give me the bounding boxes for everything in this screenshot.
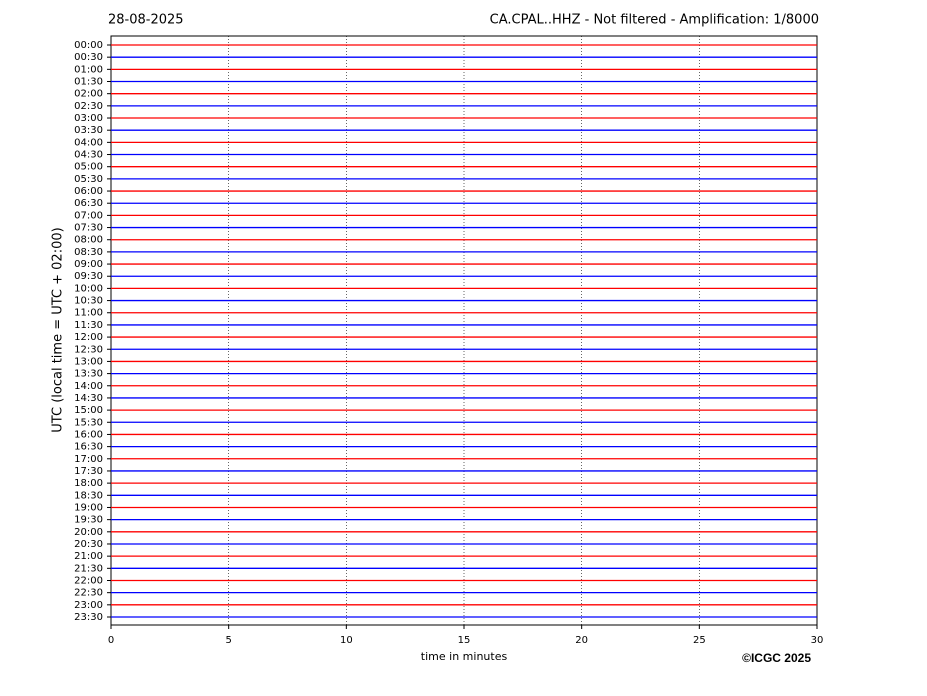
y-tick-label: 22:30: [74, 588, 103, 599]
y-tick-label: 14:00: [74, 381, 103, 392]
y-tick-label: 06:00: [74, 186, 103, 197]
y-tick-label: 13:30: [74, 369, 103, 380]
y-tick-label: 09:30: [74, 271, 103, 282]
y-tick-label: 16:00: [74, 429, 103, 440]
y-tick-label: 02:30: [74, 101, 103, 112]
y-tick-label: 08:00: [74, 235, 103, 246]
x-axis-label: time in minutes: [421, 650, 508, 663]
y-tick-label: 07:00: [74, 210, 103, 221]
y-tick-label: 21:30: [74, 563, 103, 574]
y-tick-label: 00:30: [74, 52, 103, 63]
x-tick-label: 20: [575, 635, 588, 646]
y-tick-label: 19:00: [74, 502, 103, 513]
y-tick-label: 00:00: [74, 40, 103, 51]
y-tick-label: 22:00: [74, 575, 103, 586]
y-tick-label: 04:30: [74, 150, 103, 161]
y-tick-label: 20:30: [74, 539, 103, 550]
x-tick-label: 0: [108, 635, 114, 646]
y-tick-label: 17:30: [74, 466, 103, 477]
x-tick-label: 5: [225, 635, 231, 646]
y-tick-label: 20:00: [74, 527, 103, 538]
y-tick-label: 03:30: [74, 125, 103, 136]
x-tick-label: 30: [811, 635, 824, 646]
y-tick-label: 13:00: [74, 356, 103, 367]
y-tick-label: 21:00: [74, 551, 103, 562]
x-tick-label: 25: [693, 635, 706, 646]
y-tick-label: 12:00: [74, 332, 103, 343]
y-tick-label: 04:00: [74, 137, 103, 148]
y-tick-label: 05:00: [74, 162, 103, 173]
y-tick-label: 01:30: [74, 77, 103, 88]
y-tick-label: 11:00: [74, 308, 103, 319]
date: 28-08-2025: [108, 13, 184, 28]
y-tick-label: 05:30: [74, 174, 103, 185]
y-tick-label: 01:00: [74, 64, 103, 75]
y-tick-label: 18:00: [74, 478, 103, 489]
y-tick-label: 08:30: [74, 247, 103, 258]
y-tick-label: 11:30: [74, 320, 103, 331]
y-tick-label: 03:00: [74, 113, 103, 124]
y-axis-label: UTC (local time = UTC + 02:00): [51, 227, 66, 432]
y-tick-label: 15:30: [74, 417, 103, 428]
credit: ©ICGC 2025: [742, 651, 811, 665]
y-tick-label: 23:00: [74, 600, 103, 611]
x-tick-label: 15: [458, 635, 471, 646]
y-tick-label: 23:30: [74, 612, 103, 623]
y-tick-label: 12:30: [74, 344, 103, 355]
x-tick-label: 10: [340, 635, 353, 646]
y-tick-label: 17:00: [74, 454, 103, 465]
y-tick-label: 18:30: [74, 490, 103, 501]
y-tick-label: 19:30: [74, 515, 103, 526]
y-tick-label: 14:30: [74, 393, 103, 404]
chart-title: CA.CPAL..HHZ - Not filtered - Amplificat…: [490, 13, 819, 28]
y-tick-label: 06:30: [74, 198, 103, 209]
y-tick-label: 07:30: [74, 223, 103, 234]
y-tick-label: 02:00: [74, 89, 103, 100]
y-tick-label: 10:30: [74, 296, 103, 307]
y-tick-label: 16:30: [74, 442, 103, 453]
y-tick-label: 10:00: [74, 283, 103, 294]
y-tick-label: 15:00: [74, 405, 103, 416]
y-tick-label: 09:00: [74, 259, 103, 270]
